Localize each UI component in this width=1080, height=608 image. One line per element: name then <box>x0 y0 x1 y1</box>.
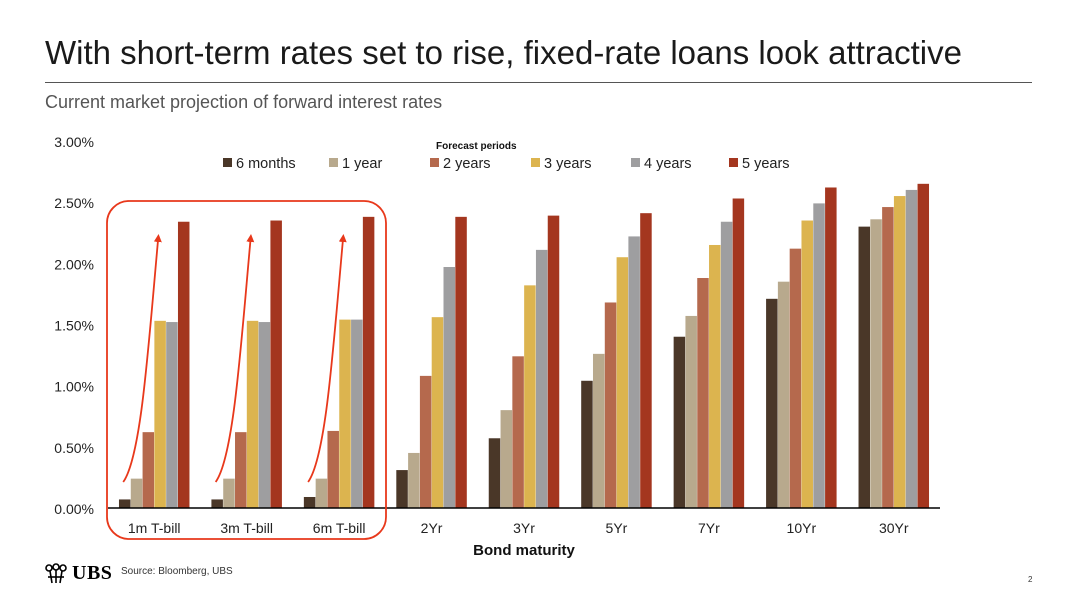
bar <box>339 319 351 508</box>
y-tick-label: 1.50% <box>54 318 94 334</box>
bar <box>604 302 617 508</box>
y-tick-label: 2.50% <box>54 195 94 211</box>
bar <box>166 322 178 508</box>
bar <box>893 196 906 509</box>
x-tick-label: 3Yr <box>513 520 535 536</box>
bar <box>142 432 155 508</box>
bar <box>177 221 190 509</box>
page-number: 2 <box>1028 575 1033 584</box>
legend-title: Forecast periods <box>436 141 517 152</box>
bar <box>766 298 778 508</box>
bar <box>154 320 166 508</box>
bar <box>524 285 536 508</box>
y-tick-label: 0.50% <box>54 440 94 456</box>
x-tick-label: 3m T-bill <box>220 520 273 536</box>
x-tick-label: 5Yr <box>606 520 628 536</box>
legend-label: 6 months <box>236 156 296 172</box>
bar <box>547 215 560 508</box>
bar <box>685 315 697 508</box>
y-tick-label: 3.00% <box>54 134 94 150</box>
bar <box>905 189 918 508</box>
bar <box>211 499 223 508</box>
y-tick-label: 1.00% <box>54 379 94 395</box>
page-title: With short-term rates set to rise, fixed… <box>45 34 962 71</box>
legend-swatch <box>329 158 338 167</box>
x-tick-label: 10Yr <box>787 520 817 536</box>
legend-swatch <box>430 158 439 167</box>
bar <box>443 267 456 508</box>
bar <box>858 226 871 508</box>
bar <box>362 216 375 508</box>
x-tick-label: 7Yr <box>698 520 720 536</box>
bar <box>488 438 501 508</box>
bar <box>870 219 882 508</box>
bar <box>500 410 513 508</box>
bar <box>616 257 629 508</box>
bar <box>813 203 825 508</box>
page-subtitle: Current market projection of forward int… <box>45 92 443 112</box>
legend-label: 1 year <box>342 156 382 172</box>
bar <box>640 213 652 508</box>
x-axis-title: Bond maturity <box>473 542 575 559</box>
bar <box>801 220 813 508</box>
bar <box>628 236 640 509</box>
bar <box>592 353 605 508</box>
bar <box>419 375 432 508</box>
logo-text: UBS <box>72 562 113 584</box>
legend-label: 2 years <box>443 156 491 172</box>
legend-swatch <box>223 158 232 167</box>
source-note: Source: Bloomberg, UBS <box>121 566 233 577</box>
bar <box>130 478 143 508</box>
legend-label: 5 years <box>742 156 790 172</box>
bar <box>118 499 131 508</box>
legend-swatch <box>631 158 640 167</box>
rising-arrow <box>122 234 162 483</box>
bar <box>431 317 444 508</box>
bar <box>709 244 721 508</box>
legend-swatch <box>531 158 540 167</box>
y-tick-label: 0.00% <box>54 501 94 517</box>
ubs-logo: UBS <box>44 562 112 585</box>
bar <box>732 198 745 508</box>
x-tick-label: 6m T-bill <box>313 520 366 536</box>
bar <box>223 478 235 508</box>
bar <box>512 356 524 508</box>
legend-swatch <box>729 158 738 167</box>
bar <box>581 380 593 508</box>
bar <box>697 278 709 508</box>
rising-arrow <box>307 234 347 483</box>
bar <box>673 336 686 508</box>
x-tick-label: 30Yr <box>879 520 909 536</box>
bar <box>882 207 894 508</box>
bar <box>246 320 259 508</box>
bar <box>303 496 316 508</box>
bar <box>789 248 802 509</box>
y-tick-label: 2.00% <box>54 256 94 272</box>
bar <box>270 220 282 508</box>
legend-label: 3 years <box>544 156 592 172</box>
bar <box>258 322 271 508</box>
bar <box>408 452 420 508</box>
bar <box>327 430 339 508</box>
bar <box>535 249 548 509</box>
bar <box>825 187 837 508</box>
title-divider <box>45 82 1032 83</box>
bar <box>396 470 408 508</box>
x-tick-label: 1m T-bill <box>128 520 181 536</box>
bar <box>455 216 467 508</box>
rising-arrow <box>214 234 255 483</box>
highlight-box <box>106 200 387 540</box>
bar <box>351 319 363 508</box>
bar <box>315 478 328 508</box>
bar <box>720 221 733 509</box>
x-tick-label: 2Yr <box>421 520 443 536</box>
bar <box>235 432 247 508</box>
keys-icon <box>45 562 67 583</box>
legend-label: 4 years <box>644 156 692 172</box>
bar <box>917 183 930 509</box>
bar <box>777 281 790 508</box>
